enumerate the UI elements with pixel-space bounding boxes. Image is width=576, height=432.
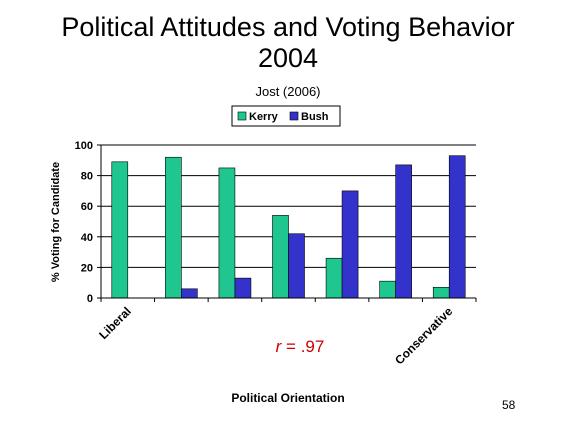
plot-area: 0 20 40 60 80 100 Liberal Conservative <box>75 140 477 367</box>
x-tick-label: Conservative <box>392 304 455 367</box>
annotation-variable: r <box>276 337 283 356</box>
y-tick-label: 20 <box>81 262 93 274</box>
bar-kerry <box>379 280 396 299</box>
bar-kerry <box>165 156 182 299</box>
bar-bush <box>288 233 305 299</box>
bar-kerry <box>432 286 450 299</box>
correlation-annotation: r = .97 <box>276 337 325 356</box>
title-line-1: Political Attitudes and Voting Behavior <box>61 12 515 42</box>
y-tick-label: 40 <box>81 232 93 244</box>
annotation-value: = .97 <box>281 337 324 356</box>
slide-title: Political Attitudes and Voting Behavior … <box>0 12 576 74</box>
bar-bush <box>234 277 252 299</box>
bar-kerry <box>272 215 289 299</box>
title-line-2: 2004 <box>257 43 319 73</box>
bar-bush <box>181 288 198 299</box>
legend-label-bush: Bush <box>301 111 329 123</box>
x-tick-label: Liberal <box>96 304 134 342</box>
bar-kerry <box>218 167 236 299</box>
bar-bush <box>395 164 412 299</box>
legend-box <box>231 105 341 127</box>
legend-swatch-kerry <box>237 111 247 121</box>
bar-kerry <box>325 257 343 299</box>
legend-swatch-bush <box>289 111 299 121</box>
bar-bush <box>341 190 359 299</box>
bar-kerry <box>111 161 129 299</box>
bar-bush <box>448 155 466 299</box>
y-tick-label: 60 <box>81 201 93 213</box>
slide-number: 58 <box>502 398 516 412</box>
y-tick-label: 100 <box>75 140 93 152</box>
y-tick-label: 0 <box>87 293 93 305</box>
x-axis-title: Political Orientation <box>231 391 344 405</box>
y-axis-title: % Voting for Candidate <box>50 162 62 282</box>
chart-legend: Kerry Bush <box>231 105 341 127</box>
y-tick-label: 80 <box>81 171 93 183</box>
subtitle-citation: Jost (2006) <box>255 84 321 99</box>
legend-label-kerry: Kerry <box>249 111 279 123</box>
